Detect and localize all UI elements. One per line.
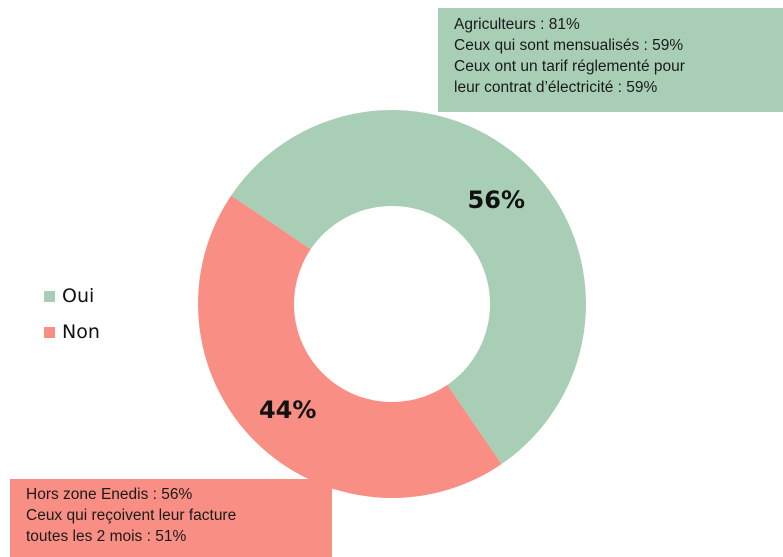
donut-slice-non — [198, 195, 502, 498]
donut-slice-oui — [231, 109, 586, 465]
callout-non: Hors zone Enedis : 56% Ceux qui reçoiven… — [10, 479, 332, 557]
callout-oui-line-1: Agriculteurs : 81% — [454, 16, 580, 33]
legend-label-non: Non — [62, 321, 100, 343]
donut-label-non: 44% — [259, 396, 316, 424]
callout-oui-line-3: Ceux ont un tarif réglementé pour — [454, 58, 685, 75]
callout-non-line-2: Ceux qui reçoivent leur facture — [26, 507, 237, 524]
legend-swatch-non — [44, 326, 55, 338]
callout-non-line-1: Hors zone Enedis : 56% — [26, 486, 193, 503]
callout-oui: Agriculteurs : 81% Ceux qui sont mensual… — [438, 8, 783, 112]
legend-label-oui: Oui — [62, 285, 95, 307]
legend-swatch-oui — [44, 290, 55, 302]
callout-non-line-3: toutes les 2 mois : 51% — [26, 528, 187, 545]
legend-item-oui: Oui — [44, 278, 100, 314]
callout-oui-line-4: leur contrat d’électricité : 59% — [454, 79, 658, 96]
donut-label-oui: 56% — [468, 186, 525, 214]
callout-oui-line-2: Ceux qui sont mensualisés : 59% — [454, 37, 684, 54]
legend: Oui Non — [44, 278, 100, 350]
legend-item-non: Non — [44, 314, 100, 350]
